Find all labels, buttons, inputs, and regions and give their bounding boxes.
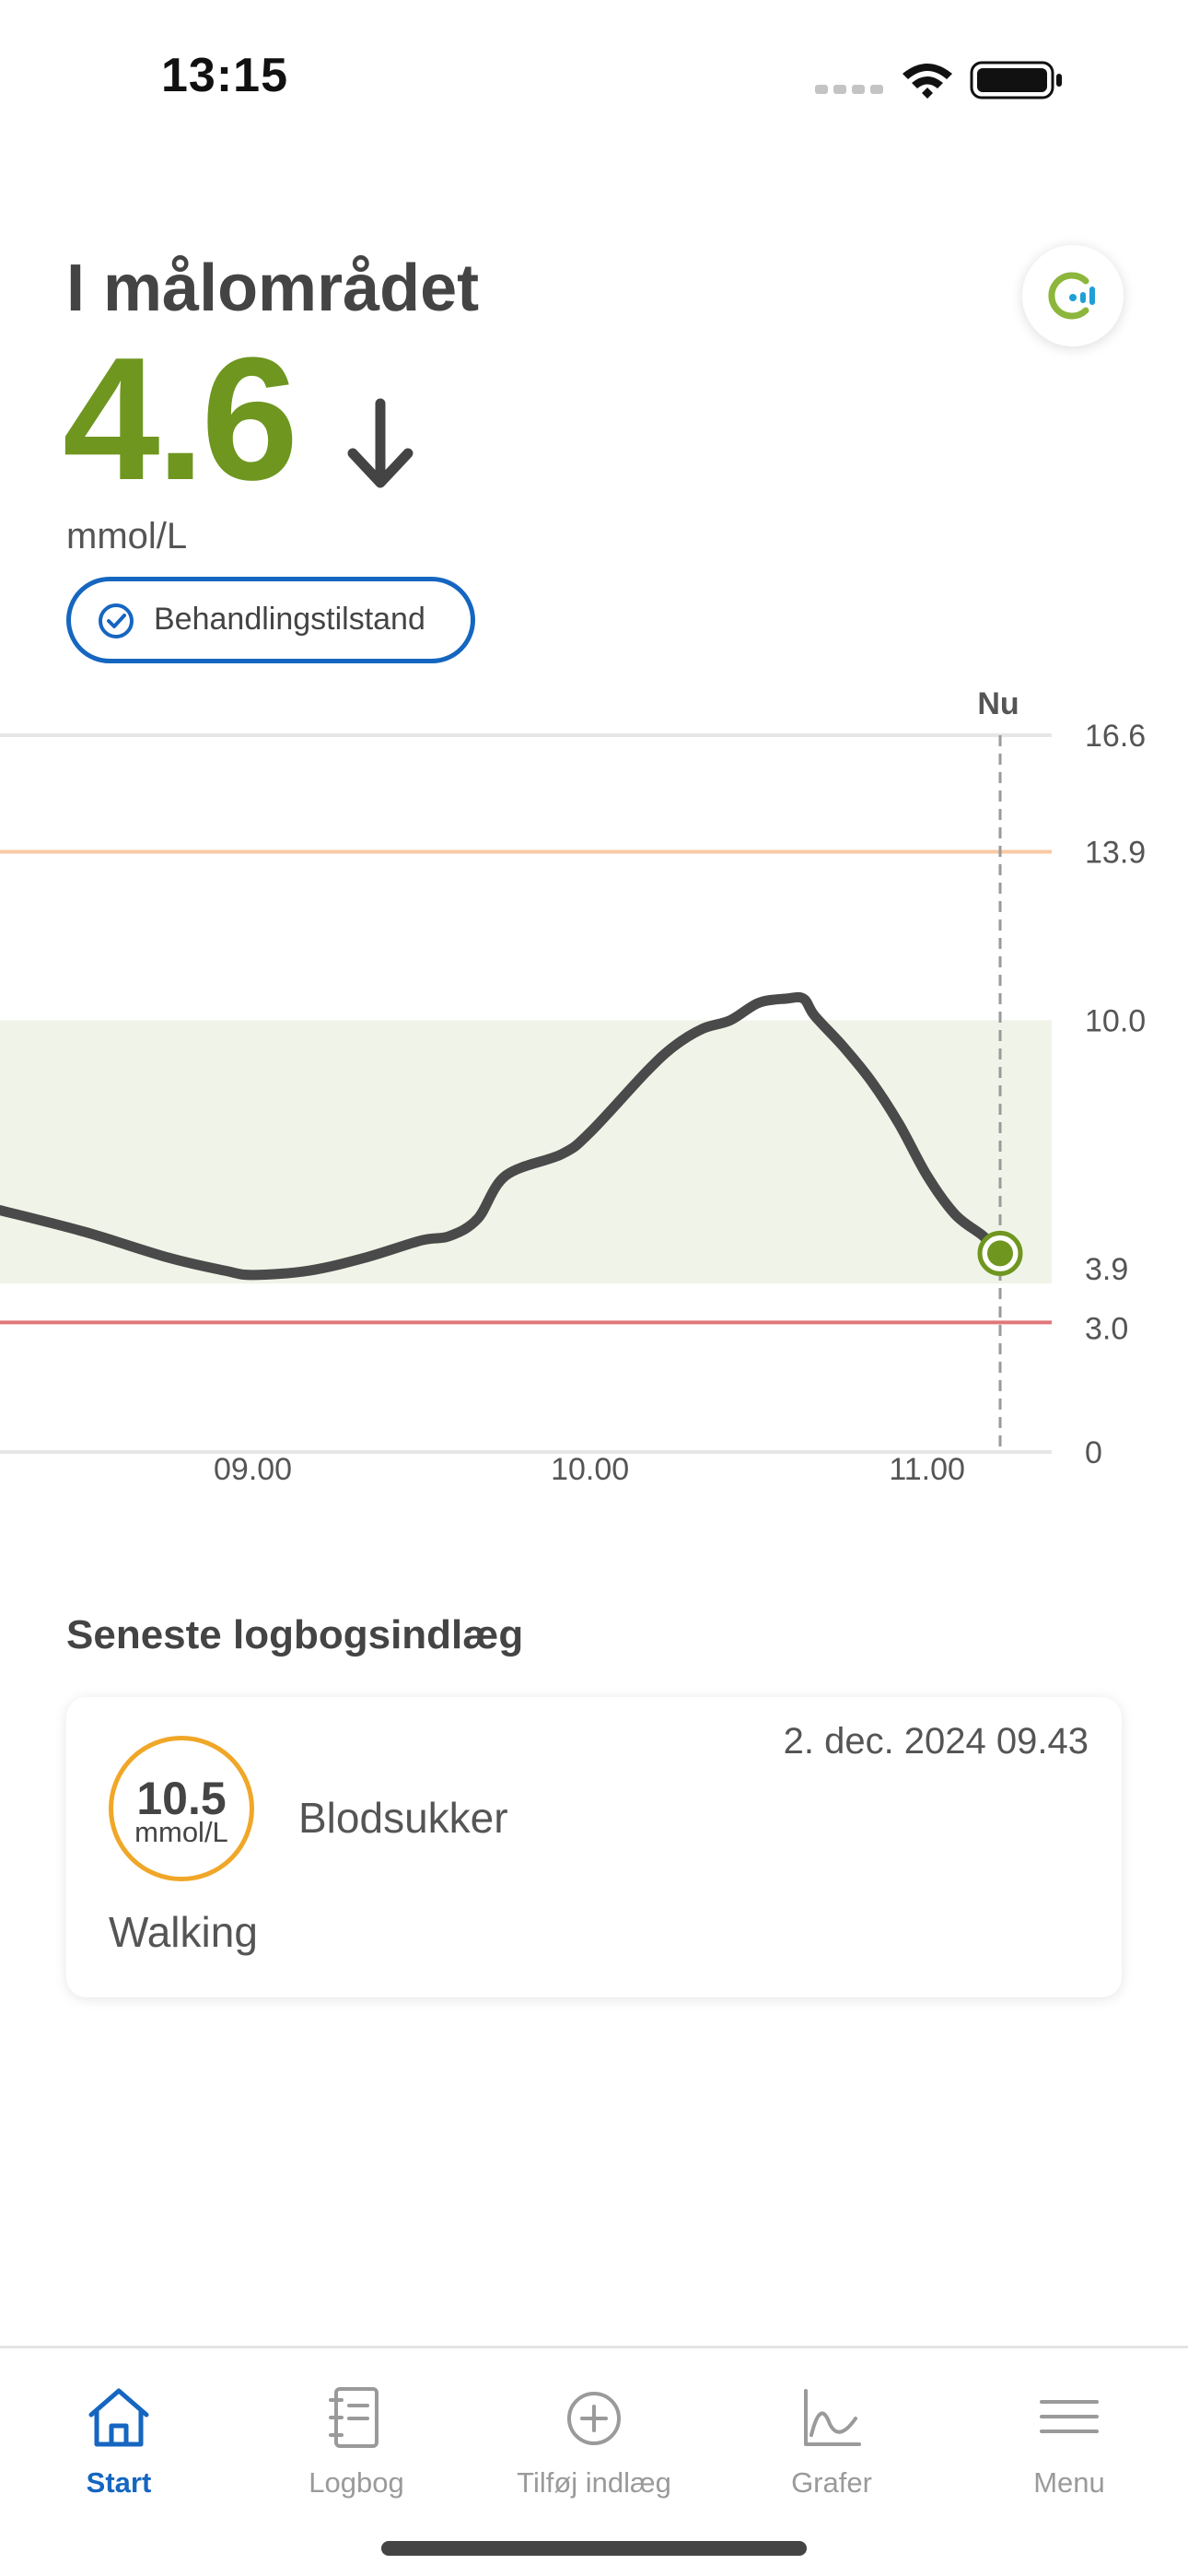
log-value-circle: 10.5 mmol/L — [109, 1736, 254, 1881]
treatment-status-button[interactable]: Behandlingstilstand — [66, 577, 475, 663]
tab-start[interactable]: Start — [0, 2348, 238, 2505]
tab-label: Logbog — [309, 2466, 404, 2499]
menu-icon — [1040, 2400, 1099, 2433]
plus-circle-icon — [567, 2392, 621, 2445]
tab-grafer[interactable]: Grafer — [713, 2348, 950, 2505]
tab-logbog[interactable]: Logbog — [238, 2348, 475, 2505]
tab-tilfoej-indlaeg[interactable]: Tilføj indlæg — [475, 2348, 713, 2505]
x-tick-label: 10.00 — [551, 1452, 629, 1487]
tab-label: Menu — [1033, 2466, 1105, 2499]
log-entry-value: 10.5 — [136, 1773, 227, 1824]
treatment-status-label: Behandlingstilstand — [154, 602, 425, 637]
tab-menu[interactable]: Menu — [950, 2348, 1188, 2505]
log-entry-type: Blodsukker — [298, 1794, 508, 1842]
target-range-band — [0, 1020, 1052, 1284]
y-tick-label: 16.6 — [1085, 719, 1146, 754]
x-tick-label: 09.00 — [214, 1452, 292, 1487]
tab-label: Start — [86, 2466, 152, 2499]
tab-bar: Start Logbog Tilføj indlæg Grafer — [0, 2346, 1188, 2576]
graph-icon — [804, 2389, 861, 2446]
arrow-down-icon — [347, 398, 413, 488]
tab-label: Tilføj indlæg — [517, 2466, 671, 2499]
status-bar: 13:15 — [0, 0, 1188, 138]
page-title: I målområdet — [66, 252, 480, 325]
sensor-sync-button[interactable] — [1022, 245, 1124, 346]
status-icons — [810, 57, 1087, 103]
status-time: 13:15 — [161, 49, 288, 102]
glucose-chart-svg: Nu 16.6 13.9 10.0 3.9 3.0 0 09.00 10.00 11.00 — [0, 686, 1146, 1487]
y-tick-label: 0 — [1085, 1435, 1102, 1470]
y-tick-label: 10.0 — [1085, 1003, 1146, 1038]
sensor-sync-icon — [1048, 272, 1095, 320]
log-entry-note: Walking — [109, 1908, 258, 1956]
log-entry-date: 2. dec. 2024 09.43 — [783, 1721, 1089, 1762]
y-tick-label: 13.9 — [1085, 836, 1146, 871]
glucose-series-line — [0, 991, 1006, 1281]
tab-label: Grafer — [791, 2466, 872, 2499]
log-entry-unit: mmol/L — [134, 1816, 228, 1848]
check-circle-icon — [99, 603, 134, 638]
reading-unit: mmol/L — [66, 516, 188, 556]
logbook-icon — [329, 2387, 379, 2448]
now-label: Nu — [977, 686, 1019, 721]
y-tick-label: 3.0 — [1085, 1311, 1128, 1346]
battery-icon — [970, 61, 1062, 100]
logbook-section-title: Seneste logbogsindlæg — [66, 1612, 524, 1657]
wifi-icon — [903, 64, 952, 99]
cellular-signal-icon — [815, 85, 883, 94]
y-tick-label: 3.9 — [1085, 1252, 1128, 1287]
logbook-entry-card[interactable]: 2. dec. 2024 09.43 10.5 mmol/L Blodsukke… — [66, 1697, 1122, 1997]
home-icon — [88, 2388, 149, 2447]
home-indicator — [381, 2541, 807, 2556]
glucose-chart[interactable]: Nu 16.6 13.9 10.0 3.9 3.0 0 09.00 10.00 11.00 — [0, 682, 1188, 1493]
x-tick-label: 11.00 — [889, 1452, 965, 1487]
current-point — [987, 1240, 1013, 1267]
reading-value: 4.6 — [63, 322, 298, 517]
